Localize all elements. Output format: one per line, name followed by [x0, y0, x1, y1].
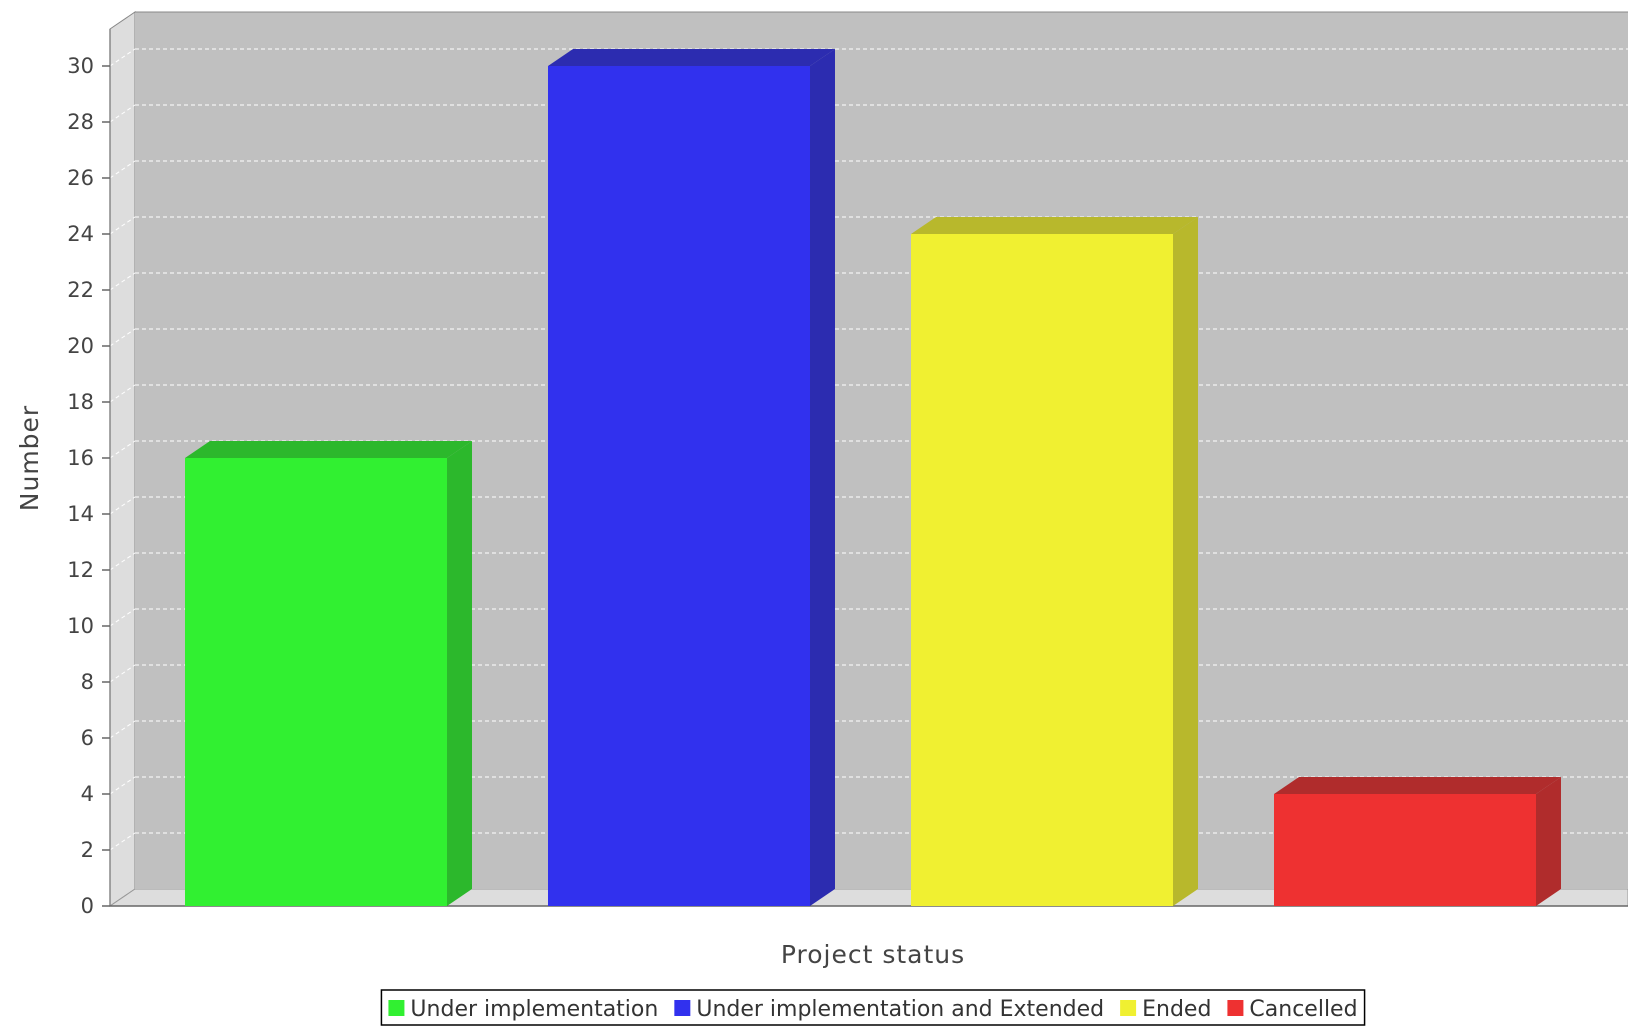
- legend-label: Under implementation: [410, 997, 658, 1022]
- x-axis-title: Project status: [781, 940, 965, 969]
- grid-line-wall: [109, 552, 136, 571]
- bar-side: [1173, 217, 1198, 906]
- y-tick-label: 22: [67, 278, 94, 302]
- legend-swatch: [1227, 1000, 1244, 1016]
- y-tick-label: 6: [81, 726, 94, 750]
- legend-swatch: [1120, 1000, 1137, 1016]
- legend-box: [380, 989, 1366, 1026]
- legend-swatch: [674, 1000, 691, 1016]
- y-axis-title: Number: [15, 405, 44, 511]
- y-tick-label: 24: [67, 222, 94, 246]
- bar: [1274, 777, 1561, 906]
- y-tick-label: 12: [67, 558, 94, 582]
- y-tick-label: 30: [67, 54, 94, 78]
- y-tick-label: 0: [81, 894, 94, 918]
- y-tick-label: 2: [81, 838, 94, 862]
- bar-top: [1274, 777, 1561, 794]
- legend-item: Under implementation and Extended: [674, 997, 1104, 1022]
- grid-line-wall: [109, 216, 136, 235]
- bar-top: [911, 217, 1198, 234]
- grid-line-wall: [109, 720, 136, 739]
- grid-line-wall: [109, 776, 136, 795]
- grid-line-wall: [109, 664, 136, 683]
- bar: [548, 49, 835, 906]
- legend: Under implementation Under implementation…: [380, 989, 1366, 1026]
- grid-line-wall: [109, 48, 136, 67]
- y-tick-label: 28: [67, 110, 94, 134]
- grid-line-wall: [109, 440, 136, 459]
- plot-left-wall: [109, 11, 136, 907]
- y-tick-label: 10: [67, 614, 94, 638]
- legend-label: Ended: [1142, 997, 1211, 1022]
- bar-front: [548, 66, 810, 906]
- grid-line-wall: [109, 160, 136, 179]
- y-tick-label: 4: [81, 782, 94, 806]
- bar-side: [810, 49, 835, 906]
- legend-item: Under implementation: [388, 997, 658, 1022]
- grid-line-wall: [109, 328, 136, 347]
- grid-line-wall: [109, 104, 136, 123]
- bar-side: [447, 441, 472, 906]
- bar-top: [185, 441, 472, 458]
- y-tick-label: 18: [67, 390, 94, 414]
- bar-front: [911, 234, 1173, 906]
- bar-front: [1274, 794, 1536, 906]
- grid-line-wall: [109, 832, 136, 851]
- bar-front: [185, 458, 447, 906]
- legend-label: Cancelled: [1249, 997, 1357, 1022]
- legend-item: Ended: [1120, 997, 1211, 1022]
- grid-line-wall: [109, 384, 136, 403]
- legend-item: Cancelled: [1227, 997, 1358, 1022]
- bars: [185, 49, 1561, 906]
- y-tick-label: 8: [81, 670, 94, 694]
- bar: [911, 217, 1198, 906]
- y-tick-label: 14: [67, 502, 94, 526]
- grid-line-wall: [109, 272, 136, 291]
- y-tick-label: 16: [67, 446, 94, 470]
- y-tick-label: 26: [67, 166, 94, 190]
- bar-side: [1536, 777, 1561, 906]
- legend-swatch: [388, 1000, 405, 1016]
- y-tick-label: 20: [67, 334, 94, 358]
- grid-line-wall: [109, 608, 136, 627]
- bar-top: [548, 49, 835, 66]
- legend-label: Under implementation and Extended: [696, 997, 1104, 1022]
- bar: [185, 441, 472, 906]
- grid-line-wall: [109, 496, 136, 515]
